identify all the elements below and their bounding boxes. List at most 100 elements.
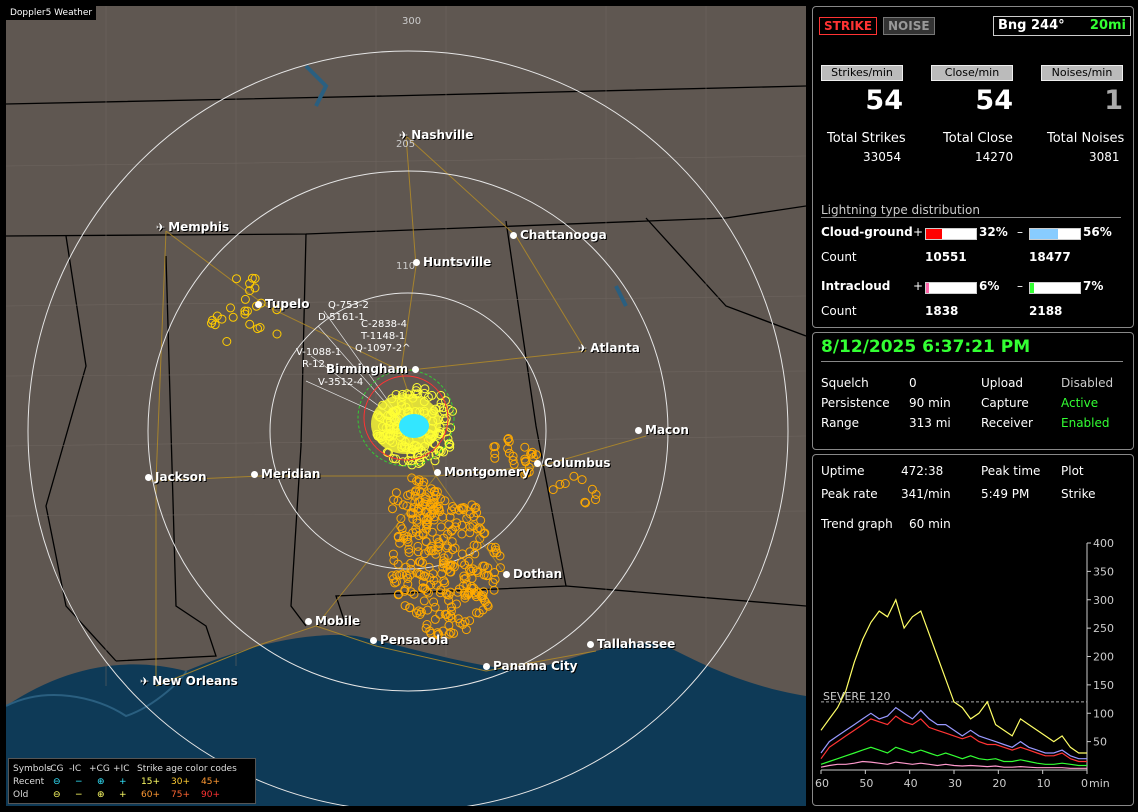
strike-marker bbox=[527, 447, 537, 457]
strike-marker bbox=[406, 558, 416, 568]
strike-marker bbox=[447, 506, 456, 516]
capture-label: Capture bbox=[981, 396, 1029, 410]
strike-marker bbox=[402, 534, 412, 544]
strike-marker bbox=[489, 442, 499, 452]
strike-marker bbox=[411, 487, 420, 497]
storm-label: Q-753-2 bbox=[328, 300, 369, 311]
legend-col: -CG bbox=[47, 763, 64, 774]
strike-marker bbox=[272, 305, 282, 315]
city-dot-icon bbox=[434, 469, 441, 476]
cg-count-label: Count bbox=[821, 250, 857, 264]
city-birmingham[interactable]: Birmingham bbox=[326, 362, 422, 376]
noise-tag[interactable]: NOISE bbox=[883, 17, 935, 35]
city-dothan[interactable]: Dothan bbox=[503, 567, 562, 581]
city-pensacola[interactable]: Pensacola bbox=[370, 633, 448, 647]
strike-marker bbox=[422, 587, 432, 596]
city-new-orleans[interactable]: ✈ New Orleans bbox=[140, 674, 238, 688]
strike-marker bbox=[406, 587, 416, 597]
strike-marker bbox=[409, 589, 419, 599]
ic-neg-count: 2188 bbox=[1029, 304, 1063, 318]
strike-marker bbox=[461, 625, 471, 635]
neg-cg-old-icon: ⊖ bbox=[53, 789, 61, 800]
city-meridian[interactable]: Meridian bbox=[251, 467, 320, 481]
ic-neg-pct: 7% bbox=[1083, 279, 1104, 293]
strike-marker bbox=[272, 329, 282, 339]
strike-marker bbox=[480, 528, 490, 538]
strike-marker bbox=[490, 453, 500, 463]
strike-marker bbox=[435, 588, 445, 598]
city-huntsville[interactable]: Huntsville bbox=[413, 255, 491, 269]
strike-marker bbox=[450, 522, 460, 532]
app-title: Doppler5 Weather bbox=[6, 6, 97, 20]
strike-marker bbox=[397, 569, 407, 579]
city-nashville[interactable]: ✈ Nashville bbox=[399, 128, 474, 142]
city-dot-icon bbox=[413, 259, 420, 266]
cg-neg-pct: 56% bbox=[1083, 225, 1112, 239]
strike-marker bbox=[222, 337, 232, 346]
ic-pos-count: 1838 bbox=[925, 304, 959, 318]
strike-marker bbox=[520, 470, 530, 479]
airport-icon: ✈ bbox=[156, 221, 166, 234]
strike-marker bbox=[465, 616, 475, 626]
strikes-per-min-label[interactable]: Strikes/min bbox=[821, 65, 903, 81]
strike-marker bbox=[482, 600, 492, 610]
city-mobile[interactable]: Mobile bbox=[305, 614, 360, 628]
x-unit-label: min bbox=[1089, 777, 1110, 790]
city-tupelo[interactable]: Tupelo bbox=[255, 297, 310, 311]
strike-marker bbox=[419, 513, 429, 523]
trend-panel: Uptime 472:38 Peak time Plot Peak rate 3… bbox=[812, 454, 1134, 806]
strike-marker bbox=[470, 549, 480, 559]
close-per-min-label[interactable]: Close/min bbox=[931, 65, 1013, 81]
strike-marker bbox=[427, 510, 436, 519]
y-tick-label: 400 bbox=[1093, 537, 1114, 550]
strike-marker bbox=[472, 508, 482, 518]
strike-marker bbox=[388, 454, 398, 463]
receiver-info-panel: 8/12/2025 6:37:21 PM Squelch 0 Upload Di… bbox=[812, 332, 1134, 450]
strike-marker bbox=[426, 580, 436, 590]
age-code: 15+ bbox=[141, 776, 160, 787]
city-columbus[interactable]: Columbus bbox=[534, 456, 611, 470]
strike-marker bbox=[403, 579, 413, 589]
strike-marker bbox=[504, 448, 514, 458]
plot-value[interactable]: Strike bbox=[1061, 487, 1096, 501]
city-dot-icon bbox=[305, 618, 312, 625]
city-montgomery[interactable]: Montgomery bbox=[434, 465, 530, 479]
strike-marker bbox=[440, 578, 450, 588]
pos-cg-old-icon: ⊕ bbox=[97, 789, 105, 800]
city-dot-icon bbox=[635, 427, 642, 434]
city-atlanta[interactable]: ✈ Atlanta bbox=[578, 341, 640, 355]
city-chattanooga[interactable]: Chattanooga bbox=[510, 228, 607, 242]
strike-marker bbox=[240, 306, 250, 316]
city-jackson[interactable]: Jackson bbox=[145, 470, 207, 484]
strike-marker bbox=[441, 414, 451, 424]
strike-marker bbox=[210, 320, 220, 330]
strike-marker bbox=[580, 497, 590, 507]
total-close-label: Total Close bbox=[943, 131, 1013, 146]
city-macon[interactable]: Macon bbox=[635, 423, 689, 437]
trend-graph-label: Trend graph bbox=[821, 517, 893, 531]
strike-marker bbox=[503, 434, 513, 444]
strike-marker bbox=[587, 484, 597, 494]
capture-value: Active bbox=[1061, 396, 1099, 410]
strike-marker bbox=[591, 495, 600, 505]
pos-cg-recent-icon: ⊕ bbox=[97, 776, 105, 787]
city-panama-city[interactable]: Panama City bbox=[483, 659, 577, 673]
strike-marker bbox=[232, 274, 241, 284]
legend-col: +IC bbox=[113, 763, 130, 774]
symbol-legend: Symbols -CG -IC +CG +IC Strike age color… bbox=[8, 758, 256, 804]
strike-marker bbox=[467, 500, 477, 510]
city-tallahassee[interactable]: Tallahassee bbox=[587, 637, 675, 651]
strike-marker bbox=[508, 456, 518, 465]
strike-marker bbox=[448, 560, 458, 570]
cg-pos-bar bbox=[925, 228, 977, 240]
strike-marker bbox=[492, 548, 502, 558]
noises-per-min-label[interactable]: Noises/min bbox=[1041, 65, 1123, 81]
strike-marker bbox=[400, 601, 410, 611]
radar-map[interactable]: Doppler5 Weather 300 205 110 ✈ Nashville … bbox=[6, 6, 806, 806]
strike-tag[interactable]: STRIKE bbox=[819, 17, 878, 35]
strike-marker bbox=[393, 531, 403, 541]
strike-marker bbox=[413, 547, 423, 557]
city-memphis[interactable]: ✈ Memphis bbox=[156, 220, 230, 234]
strike-marker bbox=[421, 623, 431, 633]
strike-marker bbox=[577, 475, 587, 485]
